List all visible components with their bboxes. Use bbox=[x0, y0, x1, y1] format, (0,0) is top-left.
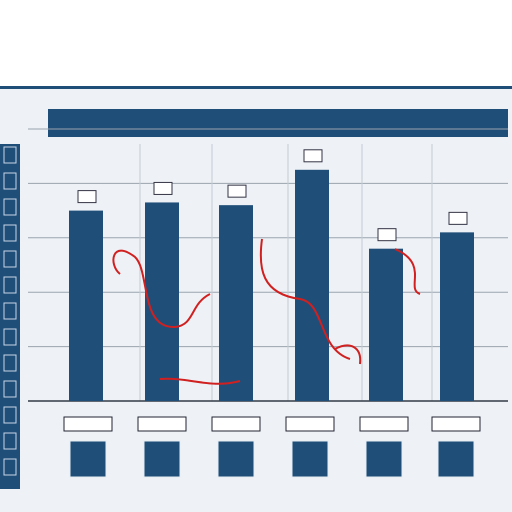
category-icon bbox=[291, 440, 329, 478]
category-label-box bbox=[211, 416, 261, 432]
header-divider bbox=[0, 86, 512, 89]
bar-tag bbox=[448, 211, 468, 225]
category-icon bbox=[143, 440, 181, 478]
bar bbox=[219, 205, 253, 401]
category-label-box bbox=[137, 416, 187, 432]
category-label-box bbox=[63, 416, 113, 432]
annotation-stroke bbox=[112, 249, 211, 329]
annotation-stroke bbox=[159, 377, 241, 385]
bar bbox=[145, 202, 179, 401]
annotation-stroke bbox=[259, 238, 351, 360]
side-strip-box bbox=[3, 276, 17, 294]
category-icon bbox=[217, 440, 255, 478]
bar bbox=[295, 169, 329, 401]
bar-tag bbox=[227, 184, 247, 198]
side-strip-box bbox=[3, 406, 17, 424]
category-label-box bbox=[285, 416, 335, 432]
bar-tag bbox=[153, 181, 173, 195]
side-strip-box bbox=[3, 432, 17, 450]
category-icon bbox=[437, 440, 475, 478]
category-icon bbox=[69, 440, 107, 478]
side-strip-box bbox=[3, 328, 17, 346]
bar-tag bbox=[77, 190, 97, 204]
side-strip-box bbox=[3, 146, 17, 164]
chart-panel bbox=[0, 89, 512, 512]
bar-tag bbox=[303, 149, 323, 163]
side-strip-box bbox=[3, 172, 17, 190]
side-strip-box bbox=[3, 224, 17, 242]
side-strip-box bbox=[3, 198, 17, 216]
header bbox=[0, 0, 512, 86]
side-strip-box bbox=[3, 354, 17, 372]
bar-chart bbox=[0, 109, 508, 489]
side-strip-box bbox=[3, 380, 17, 398]
side-strip-box bbox=[3, 458, 17, 476]
bar bbox=[369, 248, 403, 401]
annotation-stroke bbox=[394, 248, 421, 295]
annotation-stroke bbox=[334, 344, 362, 365]
category-label-box bbox=[431, 416, 481, 432]
side-strip-box bbox=[3, 250, 17, 268]
bar bbox=[440, 232, 474, 401]
bar-tag bbox=[377, 228, 397, 242]
side-strip-box bbox=[3, 302, 17, 320]
chart-title-bar bbox=[48, 109, 508, 137]
side-strip bbox=[0, 144, 20, 489]
bar bbox=[69, 210, 103, 401]
category-label-box bbox=[359, 416, 409, 432]
category-icon bbox=[365, 440, 403, 478]
